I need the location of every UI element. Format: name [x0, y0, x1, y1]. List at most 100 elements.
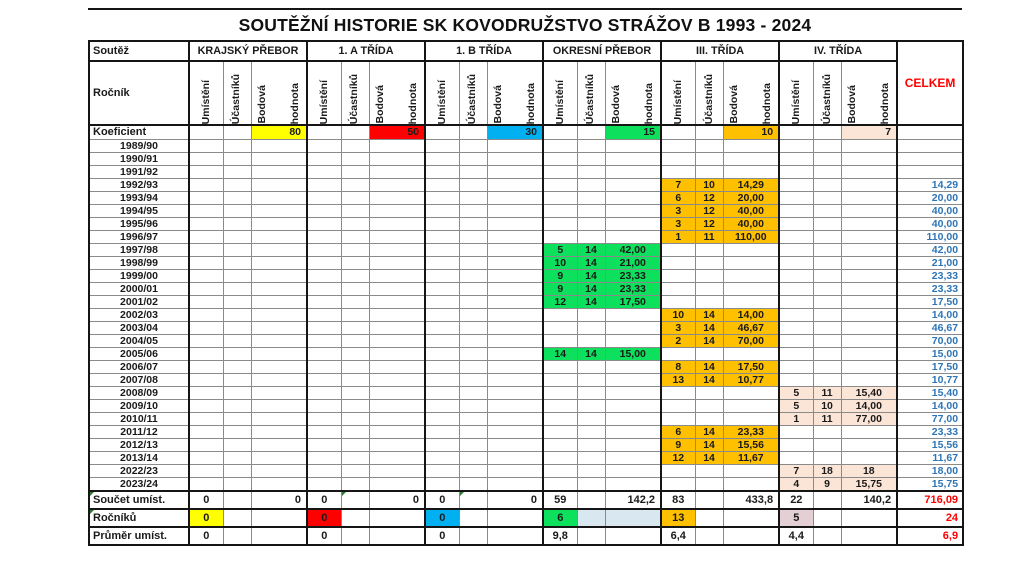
empty-cell	[542, 451, 577, 465]
soucet-ucastniku-cell	[812, 489, 842, 510]
empty-cell	[424, 217, 459, 231]
empty-cell	[222, 360, 251, 374]
empty-cell	[458, 204, 487, 218]
empty-cell	[424, 139, 459, 153]
empty-cell	[368, 360, 425, 374]
soucet-celkem: 716,09	[896, 489, 964, 510]
empty-cell	[604, 178, 662, 192]
competition-header-2: 1. B TŘÍDA	[424, 41, 543, 62]
empty-cell	[840, 321, 898, 335]
rocniku-count-cell: 0	[424, 507, 459, 528]
empty-cell	[458, 152, 487, 166]
empty-cell	[486, 360, 543, 374]
celkem-cell: 23,33	[896, 425, 964, 439]
empty-cell	[722, 412, 780, 426]
empty-cell	[722, 386, 780, 400]
empty-cell	[222, 386, 251, 400]
bodova-cell: 23,33	[722, 425, 780, 439]
empty-cell	[306, 360, 341, 374]
empty-cell	[812, 230, 842, 244]
empty-cell	[188, 438, 223, 452]
empty-cell	[340, 243, 369, 257]
competition-header-5: IV. TŘÍDA	[778, 41, 898, 62]
empty-cell	[340, 360, 369, 374]
empty-cell	[188, 425, 223, 439]
empty-cell	[604, 386, 662, 400]
empty-cell	[778, 295, 814, 309]
empty-cell	[188, 269, 223, 283]
empty-cell	[424, 412, 459, 426]
bodova-cell: 17,50	[604, 295, 662, 309]
ucastniku-cell: 14	[694, 451, 724, 465]
empty-cell	[694, 139, 724, 153]
empty-cell	[250, 152, 307, 166]
empty-cell	[188, 125, 223, 140]
rocnik-header: Ročník	[88, 61, 189, 126]
empty-cell	[542, 360, 577, 374]
empty-cell	[660, 125, 696, 140]
empty-cell	[576, 165, 605, 179]
empty-cell	[250, 438, 307, 452]
empty-cell	[812, 451, 842, 465]
empty-cell	[486, 525, 543, 546]
empty-cell	[660, 464, 696, 478]
empty-cell	[576, 178, 605, 192]
empty-cell	[542, 321, 577, 335]
empty-cell	[340, 451, 369, 465]
empty-cell	[840, 308, 898, 322]
bodova-hodnota-header: Bodová hodnota	[604, 61, 662, 126]
empty-cell	[542, 165, 577, 179]
competition-header-4: III. TŘÍDA	[660, 41, 780, 62]
year-row: 1990/91	[88, 152, 964, 166]
empty-cell	[250, 507, 307, 528]
year-row: 1995/96 3 12 40,00 40,00	[88, 217, 964, 231]
empty-cell	[368, 178, 425, 192]
empty-cell	[222, 217, 251, 231]
celkem-cell: 23,33	[896, 269, 964, 283]
empty-cell	[340, 308, 369, 322]
prumer-umisteni-cell: 4,4	[778, 525, 814, 546]
empty-cell	[340, 464, 369, 478]
history-sheet: SOUTĚŽNÍ HISTORIE SK KOVODRUŽSTVO STRÁŽO…	[88, 8, 965, 546]
empty-cell	[458, 425, 487, 439]
empty-cell	[458, 525, 487, 546]
empty-cell	[250, 451, 307, 465]
empty-cell	[340, 256, 369, 270]
empty-cell	[188, 360, 223, 374]
empty-cell	[778, 269, 814, 283]
empty-cell	[722, 152, 780, 166]
umisteni-cell: 14	[542, 347, 577, 361]
empty-cell	[222, 464, 251, 478]
empty-cell	[424, 438, 459, 452]
empty-cell	[458, 256, 487, 270]
umisteni-cell: 7	[660, 178, 696, 192]
empty-cell	[222, 399, 251, 413]
empty-cell	[576, 425, 605, 439]
empty-cell	[340, 425, 369, 439]
year-row: 2008/09 5 11 15,40 15,40	[88, 386, 964, 400]
empty-cell	[840, 256, 898, 270]
empty-cell	[424, 256, 459, 270]
year-row: 2023/24 4 9 15,75 15,75	[88, 477, 964, 491]
empty-cell	[340, 412, 369, 426]
empty-cell	[778, 451, 814, 465]
empty-cell	[424, 373, 459, 387]
empty-cell	[306, 464, 341, 478]
empty-cell	[306, 125, 341, 140]
umisteni-cell: 3	[660, 321, 696, 335]
empty-cell	[722, 295, 780, 309]
soucet-bodova-cell: 0	[486, 489, 543, 510]
empty-cell	[840, 507, 898, 528]
year-label: 2023/24	[88, 477, 189, 491]
competition-header-1: 1. A TŘÍDA	[306, 41, 425, 62]
empty-cell	[250, 308, 307, 322]
empty-cell	[660, 477, 696, 491]
soucet-ucastniku-cell	[222, 489, 251, 510]
empty-cell	[486, 308, 543, 322]
umisteni-cell: 3	[660, 217, 696, 231]
umisteni-cell: 12	[660, 451, 696, 465]
empty-cell	[840, 282, 898, 296]
empty-cell	[188, 256, 223, 270]
empty-cell	[576, 139, 605, 153]
empty-cell	[486, 230, 543, 244]
